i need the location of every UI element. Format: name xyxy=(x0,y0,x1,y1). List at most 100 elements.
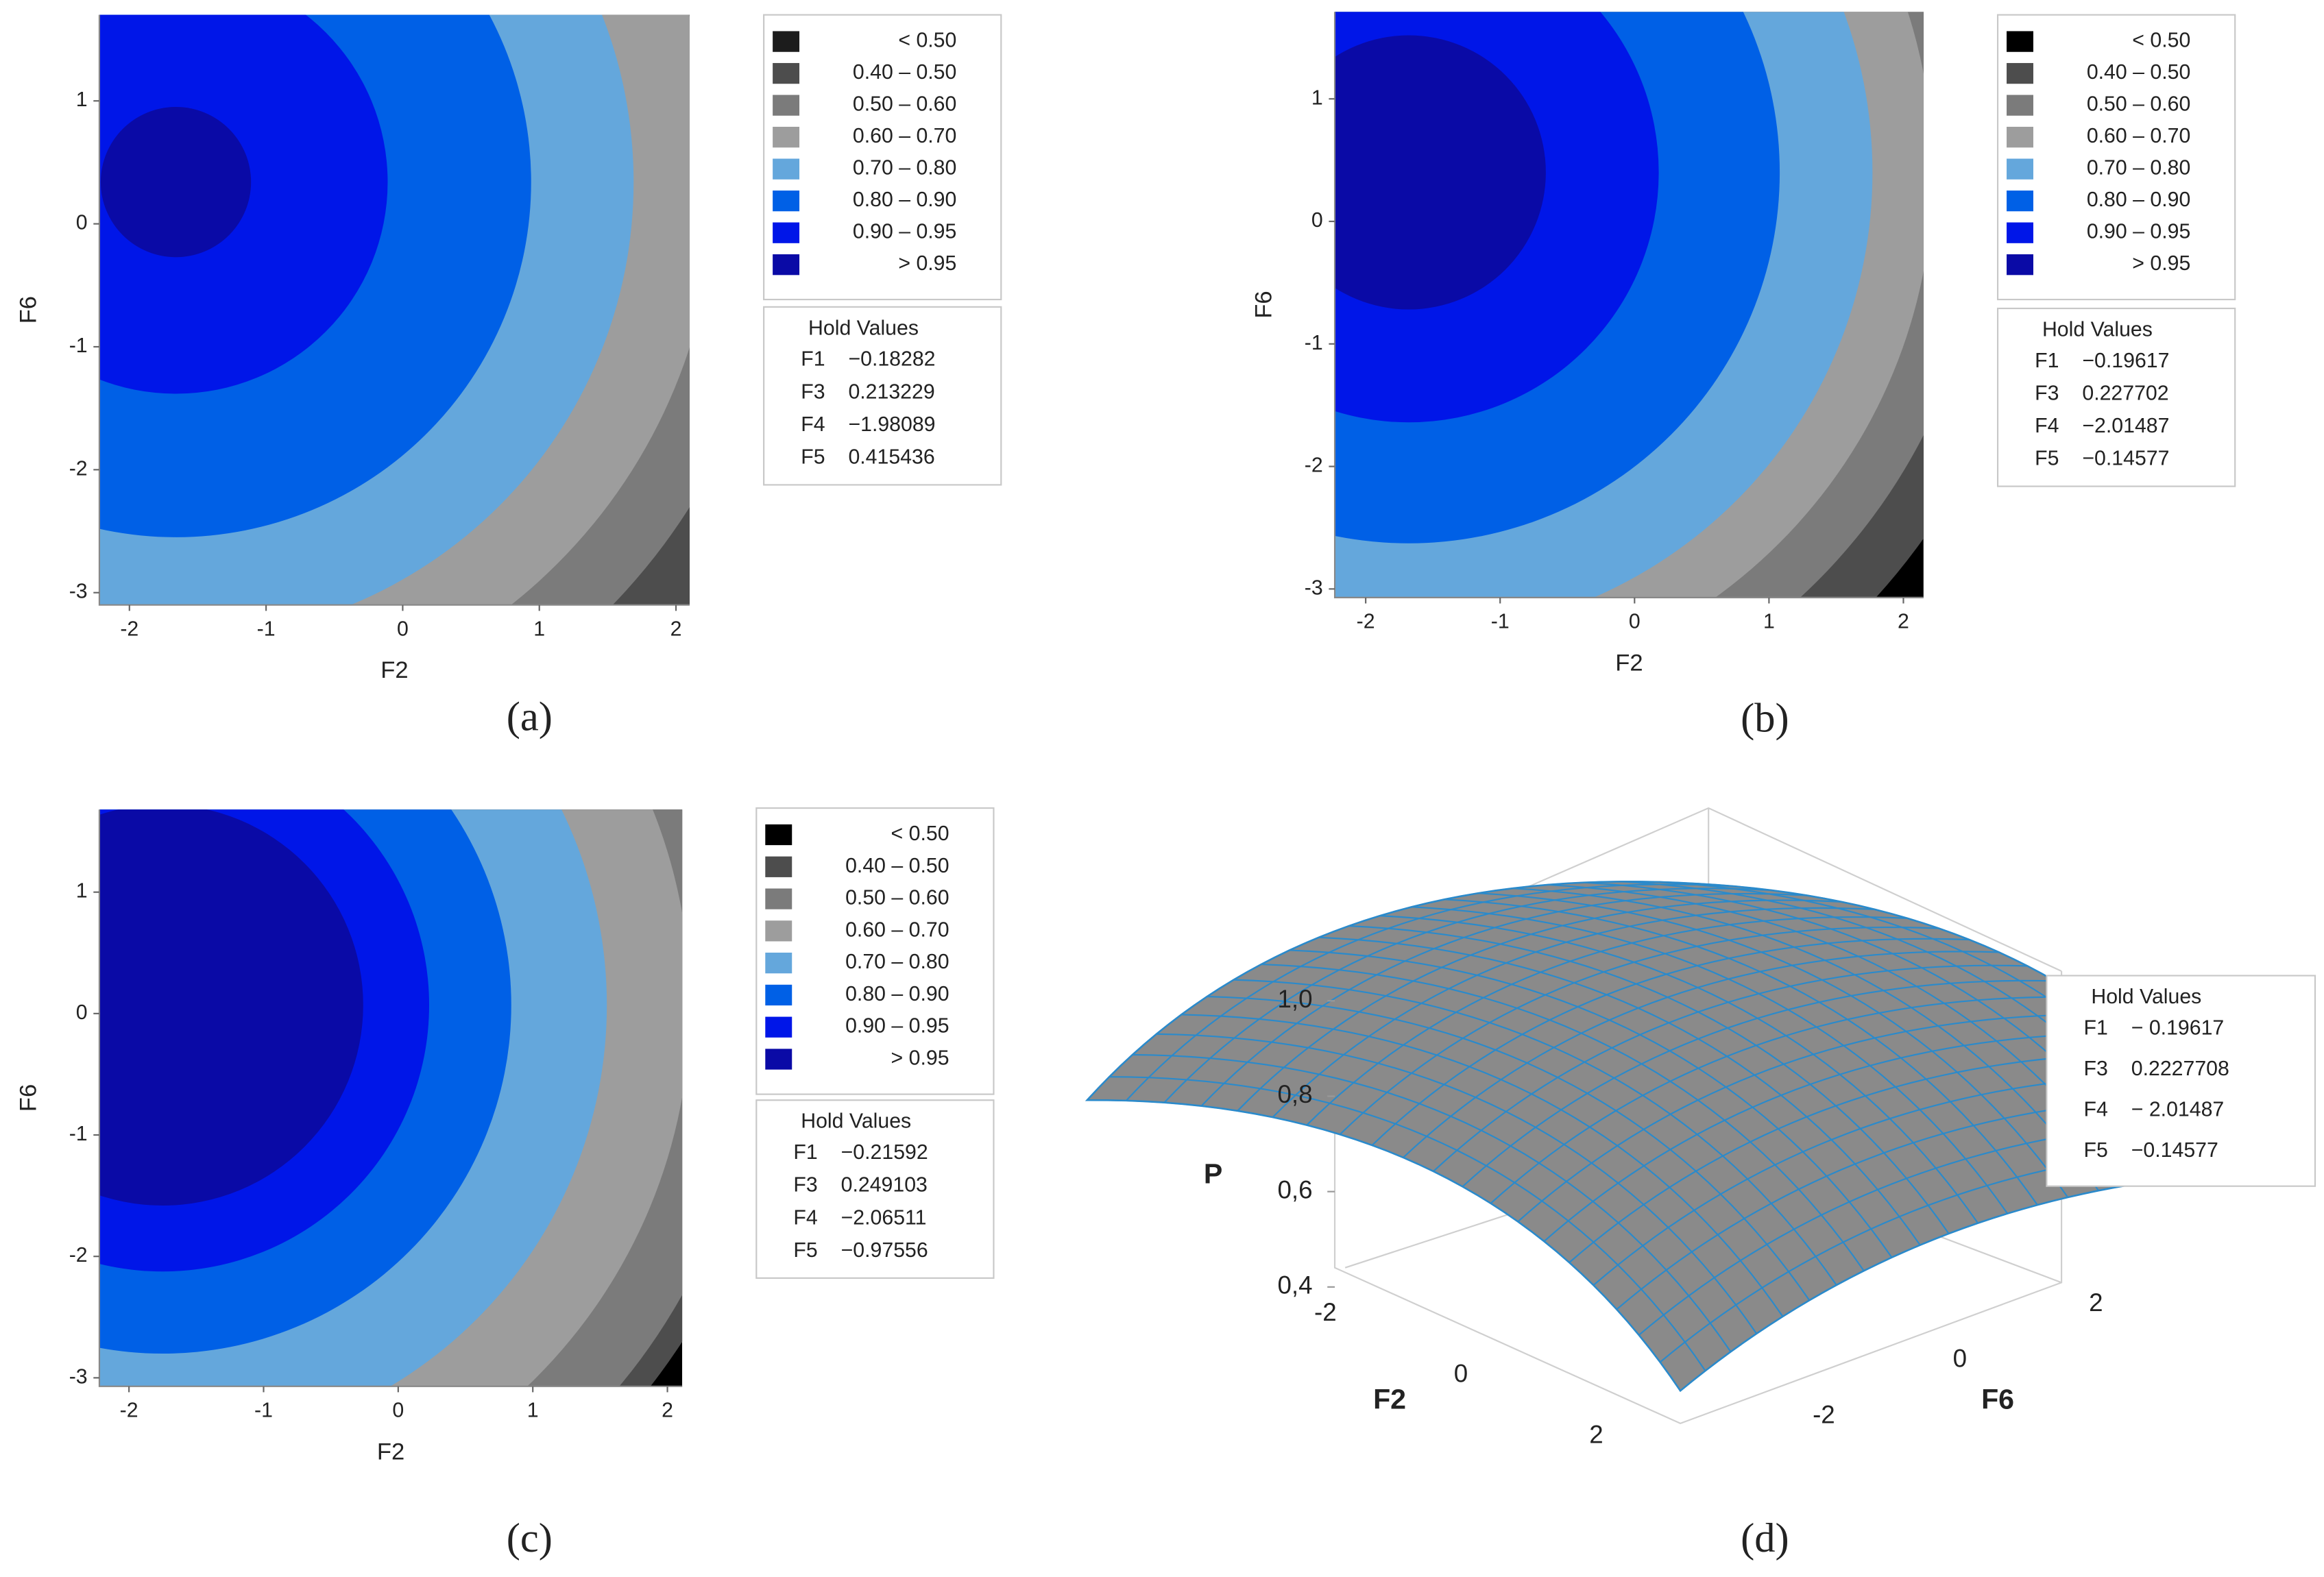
y-tick-label: 1 xyxy=(76,880,88,903)
legend-label: 0.70 – 0.80 xyxy=(845,951,949,973)
legend-label: 0.80 – 0.90 xyxy=(2087,188,2190,211)
hold-name: F5 xyxy=(2035,448,2059,470)
mesh-line xyxy=(1444,898,2038,1206)
mesh-line xyxy=(1348,925,1950,1234)
legend-swatch xyxy=(773,31,800,52)
z-tick-label: 0,6 xyxy=(1277,1175,1312,1203)
hold-box xyxy=(763,306,1002,486)
mesh-line xyxy=(1462,979,2055,1188)
legend-swatch xyxy=(2007,95,2033,116)
legend-label: 0.90 – 0.95 xyxy=(853,221,956,243)
hold-name: F1 xyxy=(801,348,825,371)
legend-swatch xyxy=(773,158,800,180)
legend-swatch xyxy=(773,222,800,243)
x-tick-label: 0 xyxy=(1454,1359,1468,1387)
hold-value: −0.19617 xyxy=(2082,350,2169,372)
y-tick-label: -3 xyxy=(69,580,88,603)
contour-band xyxy=(100,106,252,258)
z-tick-label: 1,0 xyxy=(1277,985,1312,1013)
y-tick-label: -2 xyxy=(1305,454,1323,477)
hold-name: F3 xyxy=(2035,382,2059,404)
legend-swatch xyxy=(773,191,800,212)
x-tick-label: 2 xyxy=(670,618,682,640)
legend-label: 0.60 – 0.70 xyxy=(853,125,956,147)
y-tick-label: 0 xyxy=(1311,209,1323,232)
legend-label: > 0.95 xyxy=(891,1047,949,1069)
y-tick-label: -2 xyxy=(69,457,88,480)
legend-swatch xyxy=(773,95,800,116)
legend-box xyxy=(755,807,995,1095)
legend-label: < 0.50 xyxy=(891,822,949,845)
y-tick-label: 1 xyxy=(76,88,88,111)
legend-box xyxy=(1996,14,2236,301)
mesh-line xyxy=(1512,888,2100,1191)
hold-box xyxy=(755,1099,995,1279)
x-tick-label: -1 xyxy=(1491,611,1510,633)
z-tick-label: 0,8 xyxy=(1277,1080,1312,1108)
hold-value: 0.227702 xyxy=(2082,382,2168,404)
legend-swatch xyxy=(765,1016,792,1038)
mesh-line xyxy=(1412,906,2009,1214)
hold-name: F1 xyxy=(2084,1016,2108,1039)
legend-swatch xyxy=(2007,191,2033,212)
y-tick-label: -1 xyxy=(1305,332,1323,354)
x-tick-label: 1 xyxy=(527,1399,539,1422)
legend-label: 0.90 – 0.95 xyxy=(2087,221,2190,243)
hold-box xyxy=(1996,307,2236,487)
legend-label: 0.60 – 0.70 xyxy=(2087,125,2190,147)
legend-swatch xyxy=(765,1049,792,1070)
y-tick-label: 1 xyxy=(1311,86,1323,109)
x-tick-label: -2 xyxy=(1314,1298,1337,1326)
legend-swatch xyxy=(2007,158,2033,180)
x-tick-label: 0 xyxy=(397,618,409,640)
legend-swatch xyxy=(773,254,800,276)
x-axis-label: F2 xyxy=(1615,650,1643,676)
y-tick-label: -3 xyxy=(1305,576,1323,599)
x-tick-label: 0 xyxy=(392,1399,404,1422)
hold-name: F4 xyxy=(2084,1098,2108,1121)
x-tick-label: -2 xyxy=(120,1399,138,1422)
legend-swatch xyxy=(765,920,792,942)
legend-label: 0.90 – 0.95 xyxy=(845,1015,949,1038)
hold-name: F5 xyxy=(793,1239,817,1262)
y-tick-label: 0 xyxy=(76,212,88,234)
x-axis-label: F2 xyxy=(377,1439,404,1465)
legend-label: > 0.95 xyxy=(898,252,956,275)
legend-swatch xyxy=(2007,31,2033,52)
panel-label: (b) xyxy=(1741,695,1789,741)
hold-name: F1 xyxy=(2035,350,2059,372)
legend-swatch xyxy=(765,952,792,974)
legend-label: 0.40 – 0.50 xyxy=(2087,61,2190,84)
legend-swatch xyxy=(765,984,792,1006)
y-tick-label: 0 xyxy=(1953,1345,1967,1373)
hold-name: F1 xyxy=(793,1141,817,1164)
x-tick-label: 2 xyxy=(662,1399,673,1422)
hold-value: − 0.19617 xyxy=(2131,1016,2225,1039)
x-tick-label: -1 xyxy=(257,618,276,640)
x-tick-label: 1 xyxy=(1763,611,1775,633)
hold-value: 0.213229 xyxy=(848,380,934,403)
legend-label: 0.70 – 0.80 xyxy=(2087,157,2190,180)
y-axis-label: F6 xyxy=(1981,1383,2014,1415)
y-tick-label: -1 xyxy=(69,1123,88,1145)
z-tick-label: 0,4 xyxy=(1277,1271,1312,1299)
mesh-line xyxy=(1490,996,2082,1204)
mesh-line xyxy=(1569,1052,2155,1263)
contour-plot xyxy=(1335,12,1924,598)
axis-line xyxy=(98,809,683,1387)
legend-label: > 0.95 xyxy=(2132,252,2190,275)
hold-title: Hold Values xyxy=(2091,986,2201,1008)
hold-title: Hold Values xyxy=(801,1110,911,1133)
legend-label: < 0.50 xyxy=(898,29,956,52)
hold-value: −0.14577 xyxy=(2082,448,2169,470)
y-tick-label: -2 xyxy=(69,1244,88,1267)
hold-name: F5 xyxy=(801,446,825,469)
contour-plot xyxy=(99,14,690,605)
panel-label: (c) xyxy=(507,1515,553,1561)
mesh-line xyxy=(1477,892,2069,1198)
y-tick-label: -3 xyxy=(69,1365,88,1388)
contour-band xyxy=(1335,35,1546,310)
hold-value: 0.249103 xyxy=(841,1174,928,1197)
legend-swatch xyxy=(2007,254,2033,276)
axis-line xyxy=(1333,12,1924,598)
